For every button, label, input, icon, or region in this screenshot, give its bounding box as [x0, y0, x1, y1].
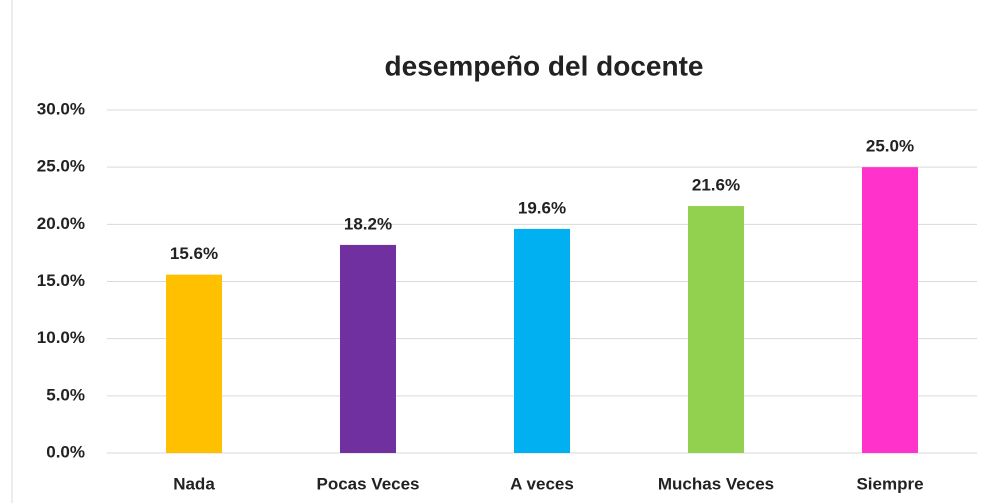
bar: [514, 228, 570, 453]
x-tick-label: Pocas Veces: [316, 474, 419, 493]
bar: [166, 274, 222, 453]
y-tick-label: 25.0%: [37, 157, 85, 176]
bar: [340, 244, 396, 453]
y-tick-label: 5.0%: [46, 385, 85, 404]
y-tick-label: 15.0%: [37, 271, 85, 290]
y-tick-label: 30.0%: [37, 99, 85, 118]
y-tick-label: 10.0%: [37, 328, 85, 347]
bar: [862, 167, 918, 453]
data-label: 18.2%: [344, 214, 392, 233]
chart-title: desempeño del docente: [385, 50, 704, 81]
bar: [688, 206, 744, 453]
x-tick-label: Nada: [173, 474, 215, 493]
x-tick-label: Muchas Veces: [658, 474, 774, 493]
y-tick-label: 0.0%: [46, 442, 85, 461]
data-label: 25.0%: [866, 137, 914, 156]
x-tick-label: A veces: [510, 474, 574, 493]
y-tick-label: 20.0%: [37, 214, 85, 233]
data-label: 15.6%: [170, 244, 218, 263]
data-label: 21.6%: [692, 176, 740, 195]
x-tick-label: Siempre: [856, 474, 923, 493]
data-label: 19.6%: [518, 198, 566, 217]
